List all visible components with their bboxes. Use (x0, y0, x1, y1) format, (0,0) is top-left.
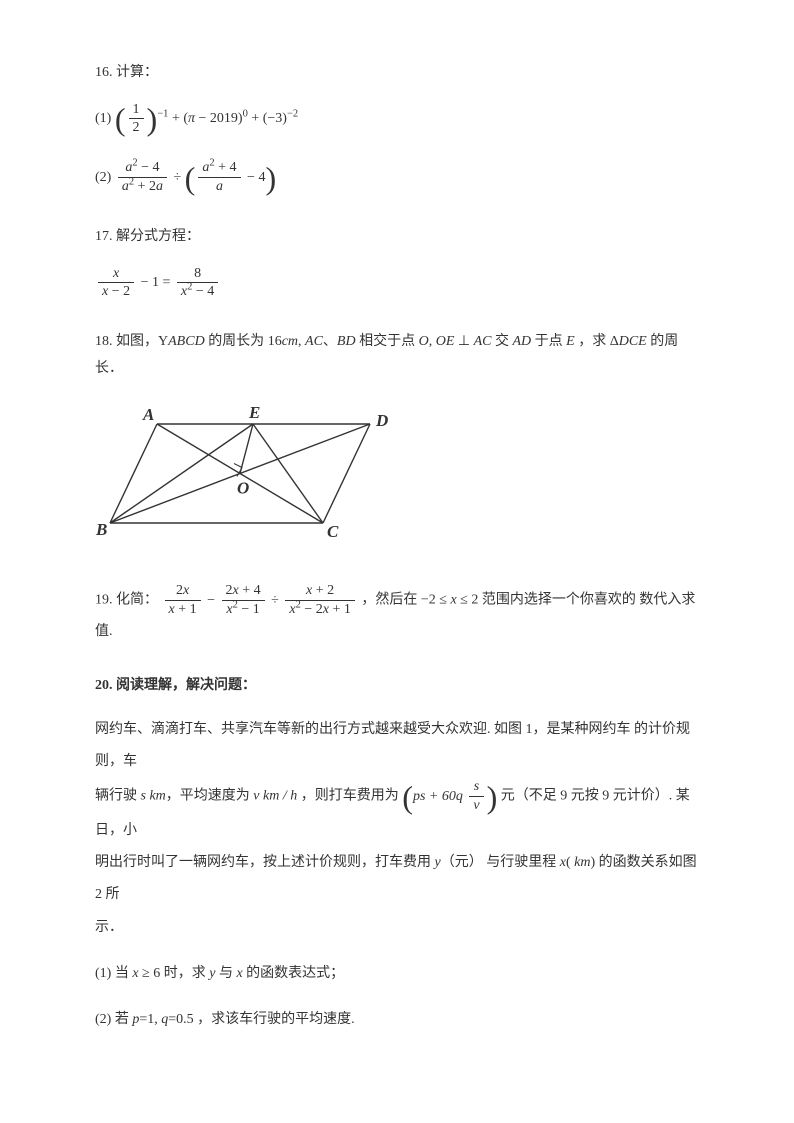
q20-part2: (2) 若 p=1, q=0.5 ，求该车行驶的平均速度. (95, 1004, 699, 1036)
svg-text:D: D (375, 411, 388, 430)
svg-text:O: O (237, 479, 249, 498)
q16-part2: (2) a2 − 4a2 + 2a ÷ (a2 + 4a − 4) (95, 159, 699, 196)
q18-text: 18. 如图，YABCD 的周长为 16cm, AC、BD 相交于点 O, OE… (95, 329, 699, 382)
q20-part1: (1) 当 x ≥ 6 时，求 y 与 x 的函数表达式； (95, 958, 699, 990)
q16-p1-label: (1) (95, 111, 111, 126)
q18-figure: A D B C E O (95, 398, 699, 554)
svg-text:E: E (248, 403, 260, 422)
q17-eq: xx − 2 − 1 = 8x2 − 4 (95, 265, 699, 302)
parallelogram-diagram: A D B C E O (95, 398, 390, 543)
problem-20: 20. 阅读理解，解决问题： 网约车、滴滴打车、共享汽车等新的出行方式越来越受大… (95, 673, 699, 1036)
q16-p2-label: (2) (95, 170, 111, 185)
problem-18: 18. 如图，YABCD 的周长为 16cm, AC、BD 相交于点 O, OE… (95, 329, 699, 554)
problem-19: 19. 化简： 2xx + 1 − 2x + 4x2 − 1 ÷ x + 2x2… (95, 582, 699, 645)
q20-paragraph-1: 网约车、滴滴打车、共享汽车等新的出行方式越来越受大众欢迎. 如图 1，是某种网约… (95, 714, 699, 944)
q19-text: 19. 化简： 2xx + 1 − 2x + 4x2 − 1 ÷ x + 2x2… (95, 582, 699, 645)
svg-text:C: C (327, 522, 339, 541)
q17-title: 17. 解分式方程： (95, 224, 699, 251)
q16-part1: (1) (12)−1 + (π − 2019)0 + (−3)−2 (95, 101, 699, 138)
q20-title: 20. 阅读理解，解决问题： (95, 673, 699, 700)
problem-16: 16. 计算： (1) (12)−1 + (π − 2019)0 + (−3)−… (95, 60, 699, 196)
problem-17: 17. 解分式方程： xx − 2 − 1 = 8x2 − 4 (95, 224, 699, 301)
q16-title: 16. 计算： (95, 60, 699, 87)
q18-number: 18. (95, 334, 113, 349)
svg-text:A: A (142, 405, 154, 424)
svg-text:B: B (95, 520, 107, 539)
